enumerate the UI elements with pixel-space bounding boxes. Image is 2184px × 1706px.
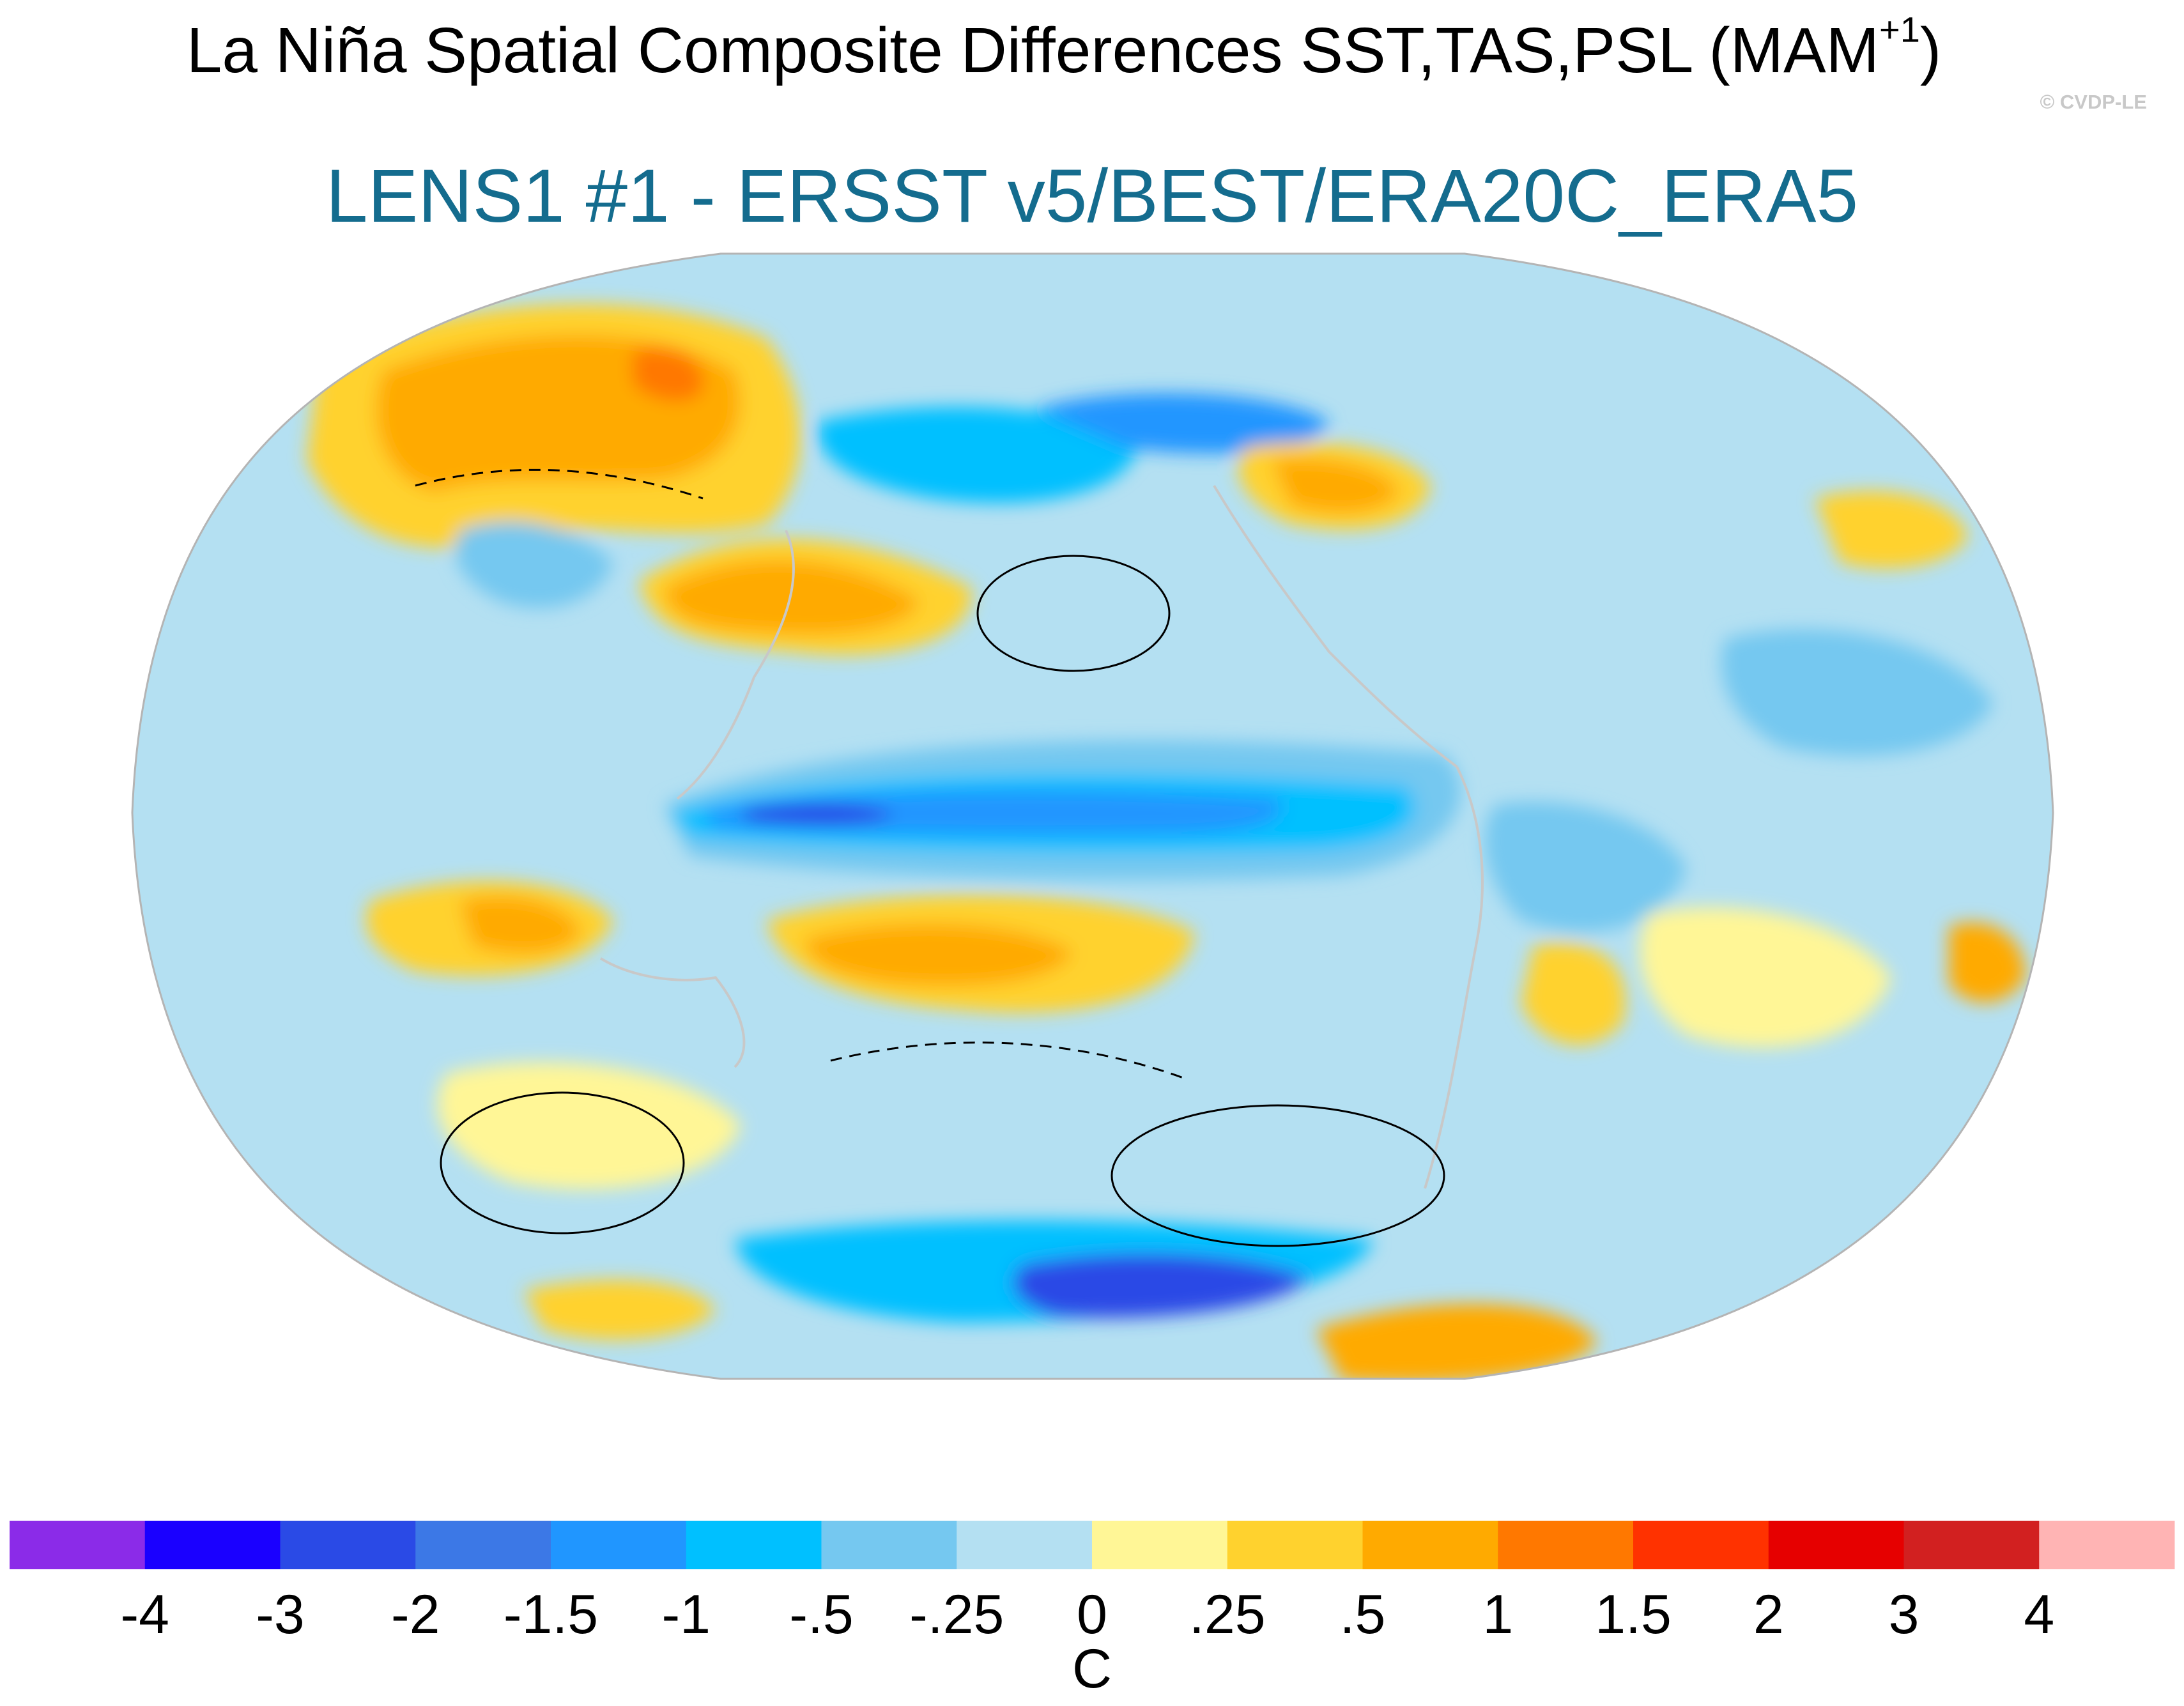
north-pacific-contour <box>976 555 1171 672</box>
colorbar-tick-label: 1.5 <box>1595 1584 1672 1645</box>
colorbar-tick-label: -4 <box>121 1584 169 1645</box>
south-pacific-contour <box>1111 1104 1445 1247</box>
colorbar-swatch <box>280 1521 416 1569</box>
africa-cool <box>1721 629 1994 757</box>
south-america-cool <box>1484 801 1687 933</box>
colorbar-swatch <box>1498 1521 1634 1569</box>
colorbar-tick-label: -.5 <box>789 1584 853 1645</box>
colorbar-tick-label: -1.5 <box>504 1584 598 1645</box>
colorbar-swatch <box>1227 1521 1363 1569</box>
south-asia-cool <box>455 521 613 608</box>
colorbar-swatch <box>144 1521 281 1569</box>
colorbar-tick-label: -2 <box>391 1584 440 1645</box>
gulf-of-alaska-cool <box>1035 393 1329 454</box>
north-america-coastline <box>1213 484 1458 768</box>
canada-strong-warm <box>1272 458 1399 514</box>
dashed-contour-north <box>415 468 704 500</box>
colorbar-tick-label: .5 <box>1340 1584 1386 1645</box>
south-america-warm <box>1521 942 1626 1045</box>
colorbar-swatch <box>1362 1521 1498 1569</box>
east-antarctica-warm <box>524 1280 716 1340</box>
map-border <box>131 252 2054 1380</box>
colorbar-swatch <box>10 1521 146 1569</box>
ross-sea-cold <box>1013 1254 1310 1318</box>
colorbar-tick-label: 4 <box>2024 1584 2054 1645</box>
colorbar-tick-label: -.25 <box>909 1584 1004 1645</box>
antarctic-peninsula-warm <box>1316 1303 1597 1379</box>
chart-title: La Niña Spatial Composite Differences SS… <box>186 9 1942 86</box>
indian-ocean-strong-warm <box>460 896 581 955</box>
nw-pacific-strong-warm <box>665 560 920 635</box>
siberia-hotspot <box>633 347 704 402</box>
temperature-field <box>132 254 2053 1379</box>
colorbar-unit: C <box>1072 1638 1112 1700</box>
cold-tongue-extreme <box>741 803 895 826</box>
south-america-coastline <box>1424 766 1484 1189</box>
chart-subtitle: LENS1 #1 - ERSST v5/BEST/ERA20C_ERA5 <box>325 154 1859 238</box>
psl-contours <box>415 468 1445 1247</box>
colorbar-tick-label: .25 <box>1189 1584 1266 1645</box>
colorbar-swatch <box>551 1521 687 1569</box>
copyright-label: © CVDP-LE <box>2040 91 2147 113</box>
colorbar-swatch <box>957 1521 1093 1569</box>
colorbar-tick-label: 3 <box>1889 1584 1919 1645</box>
north-pacific-cool <box>817 406 1137 503</box>
colorbar-tick-label: -3 <box>256 1584 304 1645</box>
colorbar-tick-label: 0 <box>1077 1584 1107 1645</box>
asia-coastline <box>676 530 795 800</box>
colorbar-tick-label: -1 <box>662 1584 711 1645</box>
colorbar-swatch <box>2039 1521 2175 1569</box>
colorbar-labels: -4 -3 -2 -1.5 -1 -.5 -.25 0 .25 .5 1 1.5 2 3 4 <box>121 1584 2055 1645</box>
colorbar: -4 -3 -2 -1.5 -1 -.5 -.25 0 .25 .5 1 1.5 2 3 4 <box>10 1521 2175 1645</box>
south-atlantic-warm <box>1640 907 1891 1048</box>
colorbar-swatch <box>1633 1521 1769 1569</box>
colorbar-boxes <box>10 1521 2175 1569</box>
madagascar-warm <box>1949 922 2026 1003</box>
dashed-contour-south <box>830 1041 1189 1081</box>
colorbar-swatch <box>1903 1521 2040 1569</box>
colorbar-swatch <box>1092 1521 1228 1569</box>
coastlines <box>599 484 1484 1189</box>
colorbar-swatch <box>415 1521 551 1569</box>
australia-coastline <box>599 957 746 1068</box>
south-pacific-strong-warm <box>805 923 1073 987</box>
colorbar-swatch <box>1768 1521 1904 1569</box>
colorbar-swatch <box>821 1521 957 1569</box>
europe-warm <box>1815 491 1968 569</box>
world-map <box>131 252 2054 1380</box>
southern-indian-contour <box>440 1091 685 1234</box>
southern-indian-warm <box>437 1062 741 1190</box>
colorbar-swatch <box>686 1521 822 1569</box>
colorbar-tick-label: 2 <box>1753 1584 1784 1645</box>
colorbar-tick-label: 1 <box>1482 1584 1513 1645</box>
